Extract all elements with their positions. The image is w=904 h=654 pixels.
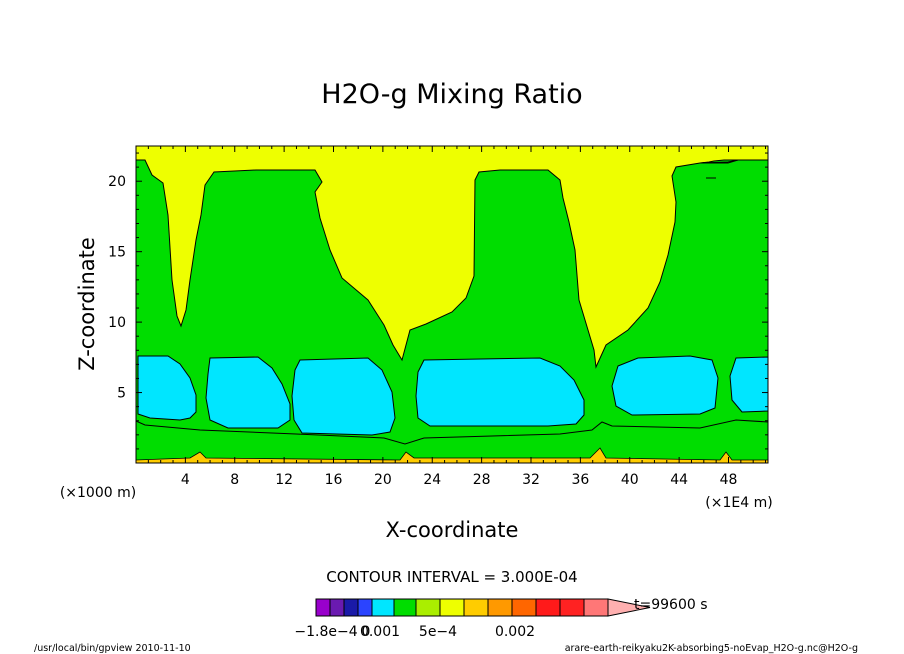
x-tick-label: 48 [720, 472, 738, 488]
x-tick-label: 32 [522, 472, 540, 488]
x-tick-label: 12 [275, 472, 293, 488]
x-tick-label: 20 [374, 472, 392, 488]
colorbar-label: 0 [362, 624, 371, 640]
x-tick-label: 8 [230, 472, 239, 488]
y-tick-label: 10 [108, 315, 126, 331]
plot-frame [135, 145, 769, 464]
colorbar-box [329, 598, 345, 617]
x-tick-label: 40 [621, 472, 639, 488]
colorbar-arrow [607, 598, 651, 617]
colorbar-label: 0.001 [360, 624, 400, 640]
y-tick-label: 5 [117, 386, 126, 402]
colorbar-box [583, 598, 609, 617]
y-axis: 5 10 15 20 [108, 152, 768, 450]
colorbar-label: 0.002 [495, 624, 535, 640]
plot-area [135, 145, 769, 464]
colorbar [315, 598, 651, 617]
x-axis-label: X-coordinate [386, 518, 519, 542]
colorbar-box [315, 598, 331, 617]
contour-interval-text: CONTOUR INTERVAL = 3.000E-04 [326, 568, 577, 586]
x-tick-label: 24 [423, 472, 441, 488]
x-axis: 4 8 12 16 20 24 28 32 36 40 44 48 [147, 146, 767, 488]
colorbar-box [343, 598, 359, 617]
x-tick-label: 36 [571, 472, 589, 488]
colorbar-box [357, 598, 373, 617]
footer-right: arare-earth-reikyaku2K-absorbing5-noEvap… [565, 643, 858, 654]
field-region-core [729, 356, 769, 413]
field-region-core [291, 357, 396, 436]
colorbar-box [487, 598, 513, 617]
x-tick-label: 4 [181, 472, 190, 488]
colorbar-label: 5e−4 [419, 624, 457, 640]
colorbar-box [511, 598, 537, 617]
colorbar-box [439, 598, 465, 617]
x-tick-label: 16 [325, 472, 343, 488]
field-region-core [415, 357, 585, 427]
x-tick-label: 28 [473, 472, 491, 488]
colorbar-box [415, 598, 441, 617]
chart-title: H2O-g Mixing Ratio [321, 79, 582, 110]
colorbar-box [559, 598, 585, 617]
colorbar-label: −1.8e−4 [294, 624, 357, 640]
field-region-mid [699, 159, 739, 164]
y-tick-label: 15 [108, 245, 126, 261]
colorbar-box [463, 598, 489, 617]
colorbar-box [393, 598, 417, 617]
y-axis-label: Z-coordinate [75, 237, 99, 371]
time-label: t=99600 s [634, 597, 708, 613]
field-region-core [137, 355, 197, 421]
field-region-core [611, 355, 719, 416]
colorbar-box [535, 598, 561, 617]
colorbar-labels: −1.8e−4 00.001 5e−4 0.002 [294, 624, 535, 640]
y-tick-label: 20 [108, 174, 126, 190]
field-region-core [205, 356, 291, 429]
footer-left: /usr/local/bin/gpview 2010-11-10 [34, 643, 191, 654]
x-axis-unit: (×1E4 m) [705, 495, 772, 511]
x-tick-label: 44 [670, 472, 688, 488]
y-axis-unit: (×1000 m) [60, 485, 136, 501]
colorbar-box [371, 598, 395, 617]
